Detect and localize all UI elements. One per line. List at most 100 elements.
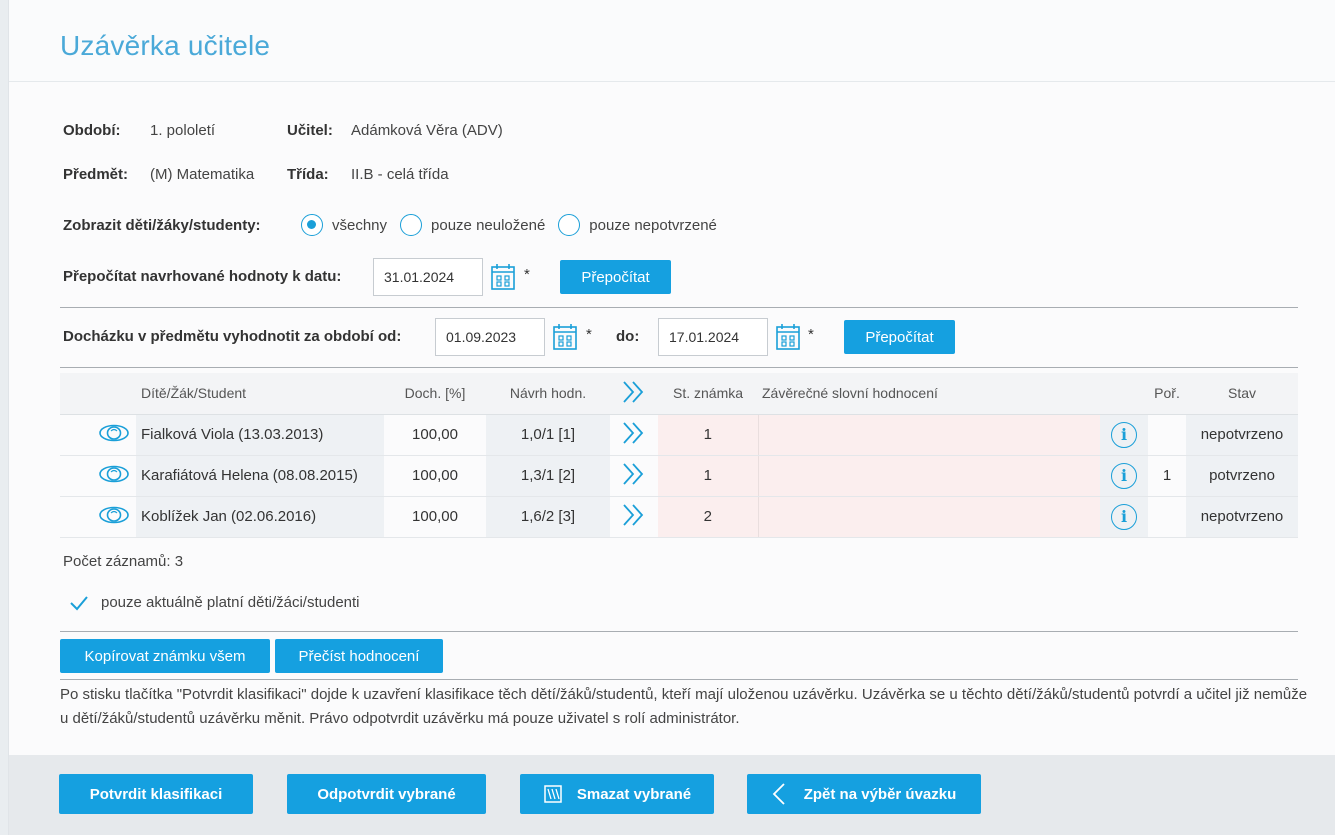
- divider: [60, 679, 1298, 680]
- header-eye: [60, 373, 136, 415]
- calendar-icon[interactable]: [553, 324, 577, 350]
- header-doch[interactable]: Doch. [%]: [384, 373, 486, 415]
- radio-circle-all[interactable]: [301, 214, 323, 236]
- znamka-cell[interactable]: 1: [658, 455, 758, 497]
- slovni-cell[interactable]: [757, 414, 1100, 456]
- double-chevron-right-icon[interactable]: [621, 462, 647, 486]
- radio-unconfirmed-label: pouze nepotvrzené: [589, 216, 717, 234]
- por-cell: 1: [1148, 455, 1186, 497]
- unconfirm-selected-button[interactable]: Odpotvrdit vybrané: [287, 774, 486, 814]
- eye-icon[interactable]: [98, 464, 130, 484]
- only-current-checkbox[interactable]: pouze aktuálně platní děti/žáci/studenti: [69, 594, 360, 611]
- reread-evaluation-button[interactable]: Přečíst hodnocení: [275, 639, 443, 673]
- doch-value: 100,00: [384, 414, 486, 456]
- trida-label: Třída:: [287, 166, 329, 183]
- header-slovni[interactable]: Závěrečné slovní hodnocení: [758, 373, 1100, 415]
- info-icon[interactable]: i: [1111, 462, 1137, 489]
- stav-cell: nepotvrzeno: [1186, 414, 1298, 456]
- header-navrh[interactable]: Návrh hodn.: [486, 373, 610, 415]
- header-copy-all[interactable]: [610, 373, 658, 415]
- obdobi-label: Období:: [63, 122, 121, 139]
- doch-value: 100,00: [384, 455, 486, 497]
- attendance-recalc-button[interactable]: Přepočítat: [844, 320, 955, 354]
- slovni-cell[interactable]: [757, 496, 1100, 538]
- footer-bar: Potvrdit klasifikaci Odpotvrdit vybrané …: [9, 755, 1335, 835]
- radio-unsaved-label: pouze neuložené: [431, 216, 546, 234]
- znamka-cell[interactable]: 2: [658, 496, 758, 538]
- stav-cell: nepotvrzeno: [1186, 496, 1298, 538]
- student-name: Koblížek Jan (02.06.2016): [136, 496, 384, 538]
- recalc-button[interactable]: Přepočítat: [560, 260, 671, 294]
- doch-value: 100,00: [384, 496, 486, 538]
- radio-circle-unsaved[interactable]: [400, 214, 423, 236]
- eye-cell[interactable]: [60, 414, 136, 456]
- divider: [60, 307, 1298, 308]
- info-icon[interactable]: i: [1111, 421, 1137, 448]
- stav-cell: potvrzeno: [1186, 455, 1298, 497]
- divider: [60, 631, 1298, 632]
- radio-circle-unconfirmed[interactable]: [558, 214, 581, 236]
- back-to-assignment-button[interactable]: Zpět na výběr úvazku: [747, 774, 981, 814]
- copy-grade-cell[interactable]: [610, 414, 658, 456]
- divider: [60, 367, 1298, 368]
- attendance-from-input[interactable]: [435, 318, 545, 356]
- recalc-date-input[interactable]: [373, 258, 483, 296]
- calendar-icon[interactable]: [776, 324, 800, 350]
- page-header: Uzávěrka učitele: [9, 0, 1335, 82]
- header-info: [1100, 373, 1148, 415]
- double-chevron-right-icon[interactable]: [621, 380, 647, 404]
- confirm-classification-button[interactable]: Potvrdit klasifikaci: [59, 774, 253, 814]
- copy-grade-cell[interactable]: [610, 455, 658, 497]
- table-row: Koblížek Jan (02.06.2016) 100,00 1,6/2 […: [60, 496, 1298, 538]
- trida-value: II.B - celá třída: [351, 166, 449, 183]
- double-chevron-right-icon[interactable]: [621, 421, 647, 445]
- info-cell[interactable]: i: [1100, 414, 1148, 456]
- attendance-to-input[interactable]: [658, 318, 768, 356]
- header-student[interactable]: Dítě/Žák/Student: [136, 373, 384, 415]
- info-cell[interactable]: i: [1100, 455, 1148, 497]
- radio-all-label: všechny: [332, 216, 388, 234]
- student-name: Karafiátová Helena (08.08.2015): [136, 455, 384, 497]
- trash-icon: [544, 785, 562, 803]
- header-znamka[interactable]: St. známka: [658, 373, 758, 415]
- student-name: Fialková Viola (13.03.2013): [136, 414, 384, 456]
- record-count: Počet záznamů: 3: [63, 553, 184, 570]
- header-por[interactable]: Poř.: [1148, 373, 1186, 415]
- attendance-label: Docházku v předmětu vyhodnotit za období…: [63, 328, 402, 345]
- delete-selected-button[interactable]: Smazat vybrané: [520, 774, 714, 814]
- por-cell: [1148, 414, 1186, 456]
- info-cell[interactable]: i: [1100, 496, 1148, 538]
- info-icon[interactable]: i: [1111, 503, 1137, 530]
- obdobi-value: 1. pololetí: [150, 122, 216, 139]
- filter-label: Zobrazit děti/žáky/studenty:: [63, 217, 261, 234]
- checkmark-icon[interactable]: [69, 595, 89, 611]
- predmet-label: Předmět:: [63, 166, 129, 183]
- students-table: Dítě/Žák/Student Doch. [%] Návrh hodn. S…: [60, 373, 1298, 538]
- radio-all[interactable]: všechny: [301, 214, 387, 236]
- eye-cell[interactable]: [60, 455, 136, 497]
- navrh-value: 1,6/2 [3]: [486, 496, 610, 538]
- header-stav[interactable]: Stav: [1186, 373, 1298, 415]
- notice-text: Po stisku tlačítka "Potvrdit klasifikaci…: [60, 686, 1308, 727]
- por-cell: [1148, 496, 1186, 538]
- slovni-cell[interactable]: [757, 455, 1100, 497]
- table-row: Karafiátová Helena (08.08.2015) 100,00 1…: [60, 455, 1298, 497]
- main-panel: Uzávěrka učitele Období: 1. pololetí Uči…: [8, 0, 1335, 835]
- ucitel-value: Adámková Věra (ADV): [351, 122, 503, 139]
- required-star: *: [808, 326, 814, 343]
- filter-radio-group: všechny pouze neuložené pouze nepotvrzen…: [301, 214, 730, 236]
- eye-icon[interactable]: [98, 423, 130, 443]
- calendar-icon[interactable]: [491, 264, 515, 290]
- attendance-to-label: do:: [616, 328, 640, 345]
- navrh-value: 1,0/1 [1]: [486, 414, 610, 456]
- copy-grade-cell[interactable]: [610, 496, 658, 538]
- eye-icon[interactable]: [98, 505, 130, 525]
- znamka-cell[interactable]: 1: [658, 414, 758, 456]
- chevron-left-icon: [772, 783, 785, 805]
- copy-grade-all-button[interactable]: Kopírovat známku všem: [60, 639, 270, 673]
- required-star: *: [586, 326, 592, 343]
- double-chevron-right-icon[interactable]: [621, 503, 647, 527]
- radio-unconfirmed[interactable]: pouze nepotvrzené: [558, 214, 717, 236]
- eye-cell[interactable]: [60, 496, 136, 538]
- radio-unsaved[interactable]: pouze neuložené: [400, 214, 545, 236]
